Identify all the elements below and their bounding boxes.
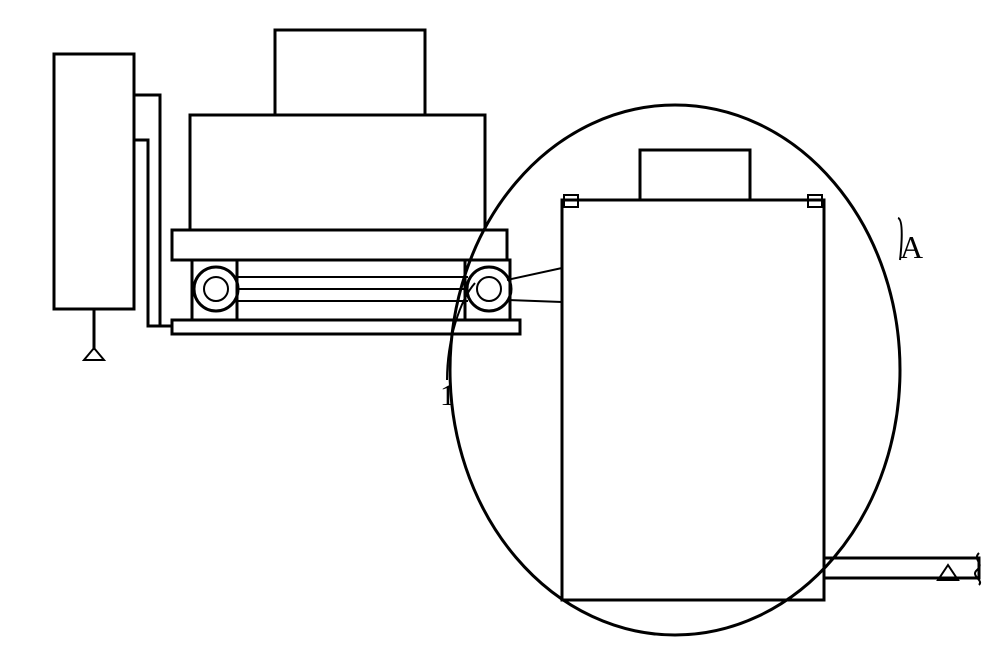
base-plate — [172, 320, 520, 334]
left-tall-unit — [54, 54, 134, 360]
link-to-cabinet-bot — [507, 300, 562, 302]
label-a: A — [900, 229, 923, 265]
right-bearing-inner — [477, 277, 501, 301]
callout-ellipse — [450, 105, 900, 635]
link-to-cabinet-top — [507, 268, 562, 280]
right-bearing-outer — [467, 267, 511, 311]
cabinet-top-cap — [640, 150, 750, 200]
left-bearing-inner — [204, 277, 228, 301]
pipe-2 — [134, 140, 172, 326]
roller-assembly — [192, 260, 562, 320]
right-cabinet-unit — [562, 150, 980, 600]
cabinet-body — [562, 200, 824, 600]
pipe-1 — [134, 95, 172, 326]
center-tray — [172, 230, 507, 260]
left-bearing-outer — [194, 267, 238, 311]
center-top-box — [275, 30, 425, 115]
center-mid-box — [190, 115, 485, 230]
left-tall-body — [54, 54, 134, 309]
label-1: 1 — [440, 379, 455, 412]
diagram-canvas: A 1 — [0, 0, 1000, 663]
